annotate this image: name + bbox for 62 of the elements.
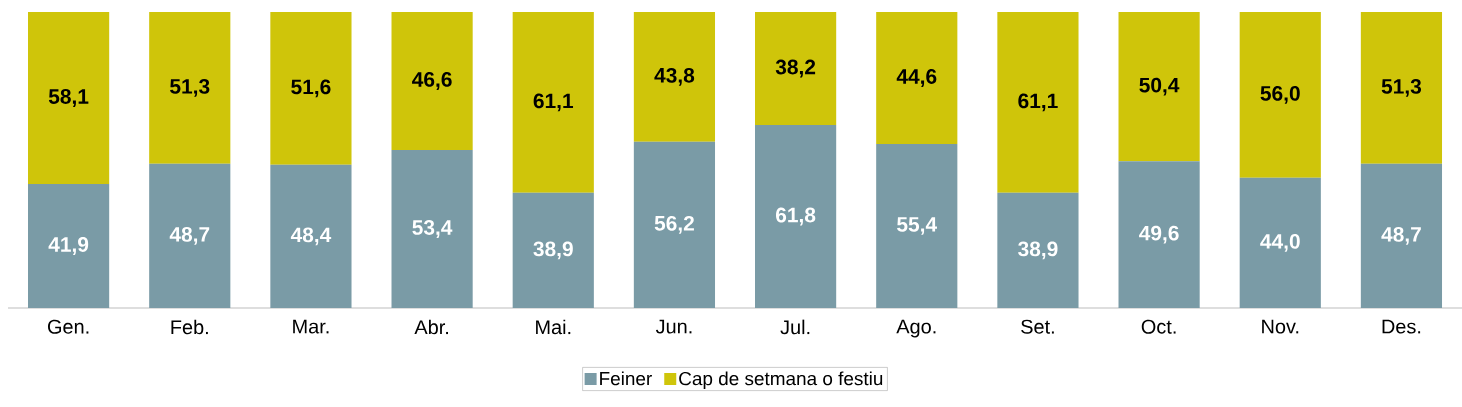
legend-label: Cap de setmana o festiu: [679, 371, 883, 390]
legend-label: Feiner: [600, 371, 652, 386]
data-label: 55,4: [897, 217, 937, 235]
bar: [876, 144, 958, 308]
data-label: 61,8: [776, 207, 816, 226]
data-label: 48,7: [169, 227, 210, 245]
data-label: 44,6: [896, 69, 937, 87]
x-tick-label: Ago.: [896, 319, 936, 338]
data-label: 46,6: [412, 72, 452, 90]
bar: [755, 125, 837, 308]
bar: [391, 12, 473, 150]
bar: [633, 141, 716, 308]
data-label: 38,9: [1018, 241, 1058, 260]
bar: [1360, 163, 1443, 308]
bar: [1239, 177, 1321, 308]
data-label: 53,4: [412, 220, 453, 238]
x-tick-label: Abr.: [414, 319, 448, 335]
data-label: 49,6: [1139, 225, 1179, 244]
data-label: 51,3: [170, 79, 210, 97]
data-label: 61,1: [1018, 93, 1058, 112]
x-tick-label: Gen.: [48, 319, 89, 334]
x-tick-label: Jun.: [655, 319, 692, 334]
data-label: 50,4: [1139, 77, 1180, 96]
bar: [512, 192, 594, 308]
data-label: 56,2: [654, 215, 694, 234]
x-tick-label: Nov.: [1262, 319, 1299, 334]
data-label: 51,6: [291, 79, 331, 98]
data-label: 58,1: [48, 89, 89, 107]
x-tick-label: Jul.: [780, 319, 810, 335]
bar: [1118, 161, 1200, 308]
x-tick-label: Mai.: [536, 319, 571, 335]
bar: [1118, 12, 1200, 162]
x-tick-label: Set.: [1021, 319, 1054, 334]
bar: [876, 12, 958, 145]
bar: [997, 12, 1079, 193]
data-label: 48,4: [290, 227, 332, 246]
bar: [1360, 12, 1443, 164]
data-label: 48,7: [1381, 227, 1421, 245]
bar: [149, 12, 231, 164]
bar: [755, 12, 837, 126]
bar: [391, 149, 473, 308]
bar: [270, 164, 352, 308]
data-label: 51,3: [1381, 79, 1422, 97]
bar: [1239, 12, 1321, 178]
data-label: 44,0: [1260, 233, 1300, 252]
data-label: 38,9: [533, 241, 573, 260]
bar: [997, 192, 1079, 308]
x-tick-label: Mar.: [293, 319, 329, 334]
x-tick-label: Des.: [1382, 319, 1421, 334]
bar: [633, 12, 716, 142]
bar: [28, 183, 110, 308]
bar: [149, 163, 231, 308]
bar: [512, 12, 594, 193]
data-label: 38,2: [775, 59, 816, 78]
bar: [270, 12, 352, 165]
x-tick-label: Feb.: [171, 319, 208, 335]
data-label: 43,8: [654, 67, 695, 86]
data-label: 56,0: [1260, 85, 1300, 104]
x-tick-label: Oct.: [1141, 319, 1176, 334]
data-label: 41,9: [48, 237, 89, 255]
bar: [28, 12, 110, 184]
data-label: 61,1: [533, 93, 574, 112]
